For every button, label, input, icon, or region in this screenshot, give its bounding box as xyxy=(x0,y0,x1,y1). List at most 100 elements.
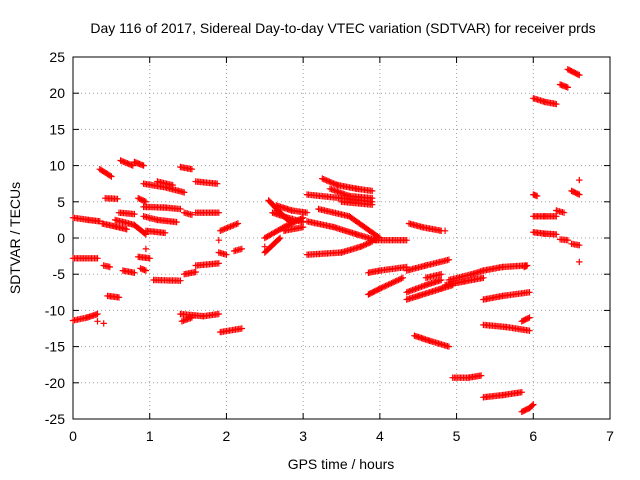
data-point xyxy=(142,198,150,205)
data-point xyxy=(369,201,376,208)
data-point xyxy=(234,220,242,227)
data-point xyxy=(288,220,295,227)
data-point xyxy=(173,218,180,226)
y-tick-label: 10 xyxy=(49,158,65,174)
data-point xyxy=(100,320,107,327)
data-point xyxy=(275,235,283,243)
data-point xyxy=(94,310,101,318)
data-point xyxy=(114,195,121,203)
data-point xyxy=(106,172,114,179)
x-tick-label: 2 xyxy=(223,428,231,444)
data-point xyxy=(576,258,583,266)
data-point xyxy=(142,267,150,274)
y-tick-label: 0 xyxy=(57,230,65,246)
data-point xyxy=(264,233,271,240)
data-point xyxy=(108,173,115,180)
data-point xyxy=(161,229,169,237)
data-point xyxy=(388,280,395,287)
data-point xyxy=(177,277,184,284)
y-tick-label: -20 xyxy=(45,375,65,391)
data-point xyxy=(106,263,113,271)
data-point xyxy=(438,271,445,278)
data-point xyxy=(553,100,560,108)
y-tick-label: -25 xyxy=(45,411,65,427)
data-point xyxy=(379,284,386,291)
data-point xyxy=(177,205,184,213)
data-point xyxy=(523,262,531,269)
data-point xyxy=(169,181,176,189)
data-point xyxy=(376,285,384,292)
x-axis-label: GPS time / hours xyxy=(288,456,395,472)
data-point xyxy=(403,237,410,244)
chart-title: Day 116 of 2017, Sidereal Day-to-day VTE… xyxy=(90,20,595,36)
y-tick-label: -15 xyxy=(45,339,65,355)
data-point xyxy=(303,209,311,216)
data-point xyxy=(553,231,560,238)
data-point xyxy=(214,180,221,187)
data-point xyxy=(94,318,101,325)
data-point xyxy=(131,269,138,276)
y-tick-label: -10 xyxy=(45,302,65,318)
data-point xyxy=(576,191,583,198)
data-point xyxy=(395,276,402,284)
data-point xyxy=(268,230,275,238)
data-point xyxy=(299,223,307,231)
data-point xyxy=(188,211,196,218)
data-point xyxy=(215,260,222,267)
data-point xyxy=(529,402,536,409)
data-point xyxy=(146,255,153,262)
data-point xyxy=(369,187,376,195)
data-point xyxy=(526,327,533,334)
data-point xyxy=(94,255,101,262)
data-point xyxy=(398,275,405,282)
x-tick-label: 7 xyxy=(606,428,614,444)
y-tick-label: -5 xyxy=(53,266,66,282)
data-point xyxy=(438,276,445,284)
data-point xyxy=(564,237,571,244)
data-point xyxy=(480,274,487,281)
y-axis-label: SDTVAR / TECUs xyxy=(7,182,23,294)
data-point xyxy=(131,210,138,218)
data-point xyxy=(215,237,222,244)
data-point xyxy=(181,189,188,196)
data-point xyxy=(261,243,268,250)
data-point xyxy=(276,234,284,242)
y-tick-label: 20 xyxy=(49,85,65,101)
data-point xyxy=(526,314,533,321)
y-tick-label: 15 xyxy=(49,121,65,137)
data-point xyxy=(123,226,130,233)
data-point xyxy=(238,325,245,332)
data-point xyxy=(389,279,396,286)
data-point xyxy=(115,294,123,301)
data-point xyxy=(188,166,196,173)
data-point xyxy=(441,227,449,234)
data-point xyxy=(220,226,227,233)
data-point xyxy=(238,245,245,253)
data-point xyxy=(445,256,453,263)
y-tick-label: 25 xyxy=(49,49,65,65)
data-point xyxy=(383,282,391,289)
data-point xyxy=(477,372,485,379)
data-point xyxy=(553,213,560,220)
data-point xyxy=(382,282,389,290)
data-point xyxy=(396,276,404,283)
data-point xyxy=(391,278,398,286)
data-point xyxy=(215,310,222,318)
data-point xyxy=(273,227,281,235)
x-tick-label: 5 xyxy=(453,428,461,444)
data-point xyxy=(576,176,583,184)
data-marks xyxy=(69,66,583,415)
x-tick-label: 0 xyxy=(69,428,77,444)
data-point xyxy=(378,284,385,292)
data-point xyxy=(533,192,541,200)
data-point xyxy=(358,242,366,250)
data-point xyxy=(223,251,230,258)
x-tick-label: 3 xyxy=(299,428,307,444)
data-point xyxy=(445,343,453,350)
grid-lines xyxy=(73,57,610,419)
data-point xyxy=(192,268,199,276)
x-tick-label: 4 xyxy=(376,428,384,444)
data-point xyxy=(140,162,147,169)
x-tick-label: 1 xyxy=(146,428,154,444)
